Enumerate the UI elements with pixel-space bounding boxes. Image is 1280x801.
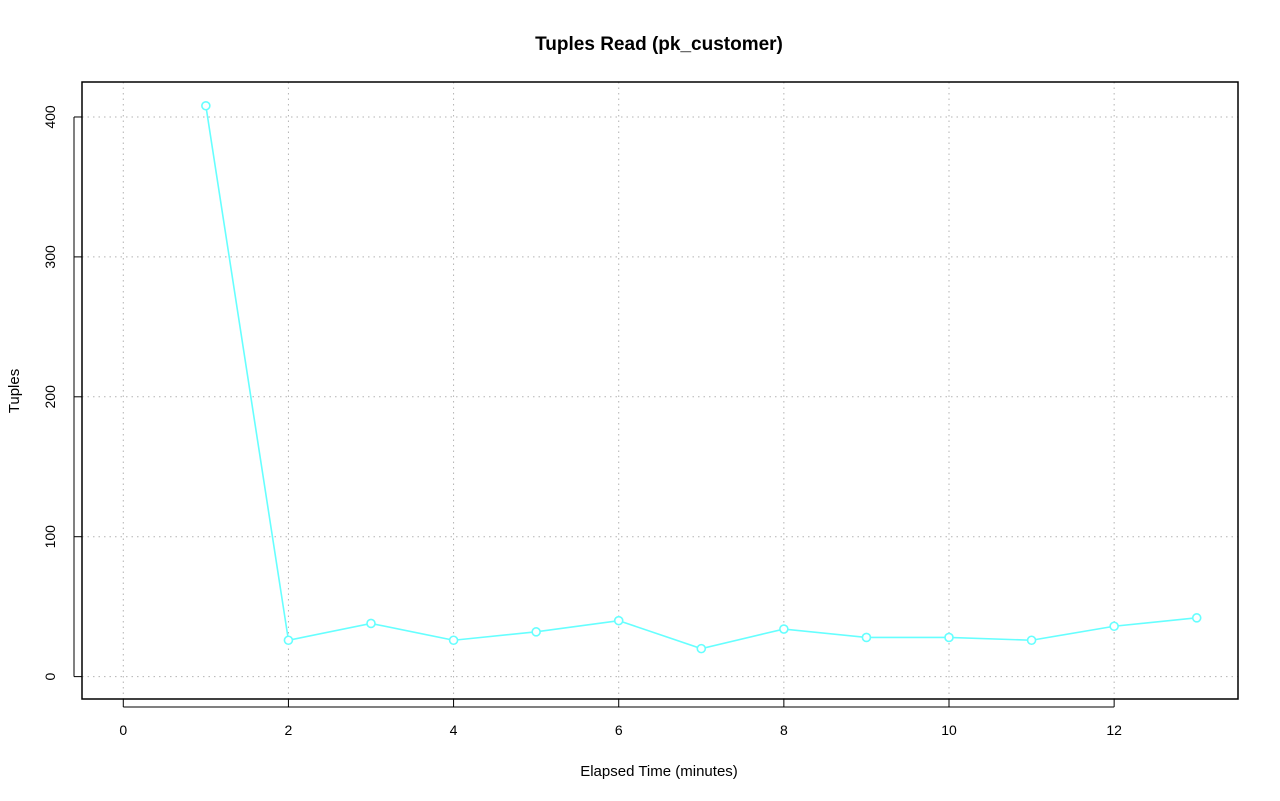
y-tick-label: 400 (42, 105, 58, 129)
x-axis: 0 2 4 6 8 10 12 (119, 699, 1122, 738)
data-point (366, 618, 376, 629)
y-axis: 0 100 200 300 400 (42, 105, 82, 681)
x-tick-label: 4 (450, 722, 458, 738)
y-tick-label: 100 (42, 525, 58, 549)
plot-frame (81, 81, 1239, 700)
x-tick-label: 2 (285, 722, 293, 738)
data-point (779, 624, 789, 634)
data-point (613, 615, 624, 626)
y-tick-label: 300 (42, 245, 58, 269)
data-point (201, 100, 211, 111)
data-point (1109, 621, 1119, 632)
data-point (531, 627, 541, 637)
data-point (448, 635, 459, 646)
chart-title: Tuples Read (pk_customer) (535, 34, 783, 55)
series-line (205, 105, 1197, 650)
data-point (944, 632, 954, 643)
series-layer (201, 100, 1202, 654)
x-axis-label: Elapsed Time (minutes) (580, 763, 738, 780)
data-point (283, 635, 294, 646)
data-point (861, 632, 872, 643)
y-axis-label: Tuples (6, 369, 23, 413)
x-tick-label: 12 (1106, 722, 1122, 738)
x-tick-label: 0 (119, 722, 127, 738)
data-point (1191, 613, 1202, 623)
data-point (696, 643, 707, 654)
x-tick-label: 6 (615, 722, 623, 738)
gridlines (82, 82, 1238, 699)
y-tick-label: 0 (42, 673, 58, 681)
y-tick-label: 200 (42, 385, 58, 409)
data-point (1026, 635, 1037, 646)
x-tick-label: 8 (780, 722, 788, 738)
x-tick-label: 10 (941, 722, 957, 738)
